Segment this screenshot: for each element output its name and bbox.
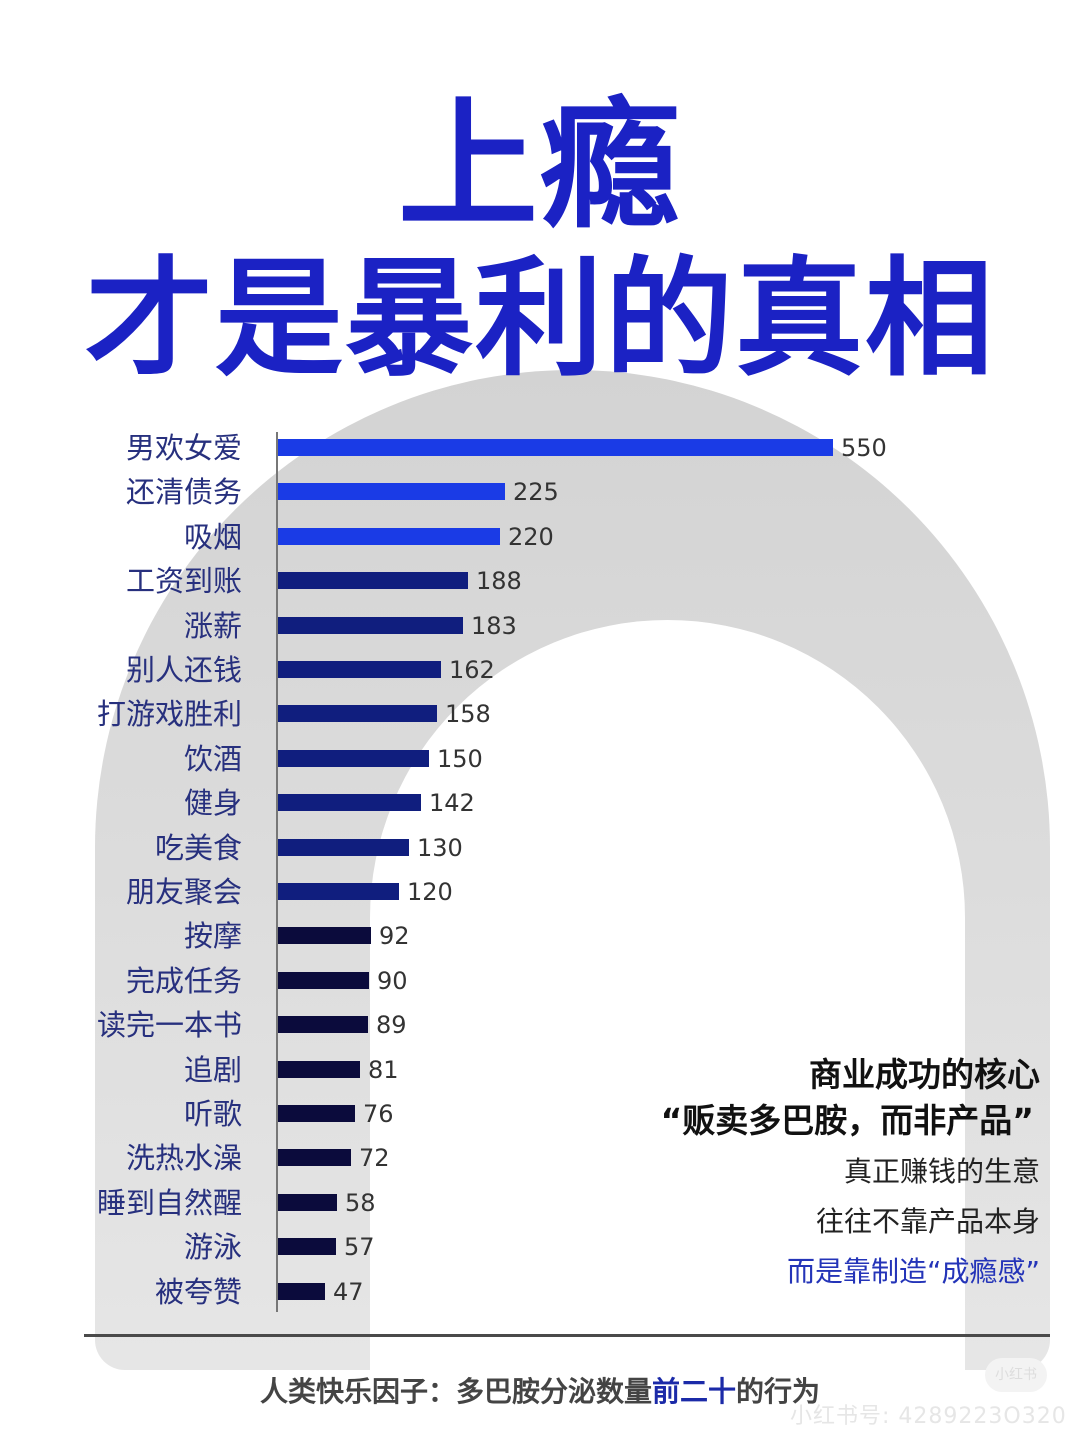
side-heading: 商业成功的核心 bbox=[809, 1055, 1040, 1094]
side-line-3: 而是靠制造“成瘾感” bbox=[786, 1255, 1040, 1288]
value-label: 220 bbox=[508, 522, 554, 551]
category-label: 洗热水澡 bbox=[125, 1141, 242, 1176]
category-label: 睡到自然醒 bbox=[96, 1185, 242, 1220]
bar bbox=[278, 1282, 325, 1300]
bar-row: 游泳 57 bbox=[0, 1227, 1080, 1267]
arch-cutout bbox=[370, 620, 965, 1420]
divider-line bbox=[84, 1334, 1050, 1337]
bar-row: 按摩 92 bbox=[0, 916, 1080, 956]
bar bbox=[278, 705, 437, 723]
bar-row: 健身 142 bbox=[0, 783, 1080, 823]
category-label: 读完一本书 bbox=[96, 1008, 242, 1043]
category-label: 还清债务 bbox=[125, 475, 242, 510]
category-label: 完成任务 bbox=[125, 963, 242, 998]
xiaohongshu-badge: 小红书 bbox=[985, 1358, 1047, 1392]
bar-row: 朋友聚会 120 bbox=[0, 872, 1080, 912]
value-label: 57 bbox=[344, 1233, 375, 1262]
caption-suffix: 的行为 bbox=[736, 1375, 821, 1408]
category-label: 别人还钱 bbox=[125, 653, 242, 687]
bar bbox=[278, 1193, 337, 1211]
side-quote: “贩卖多巴胺，而非产品” bbox=[660, 1101, 1034, 1140]
bar-row: 洗热水澡 72 bbox=[0, 1138, 1080, 1178]
value-label: 142 bbox=[429, 789, 475, 818]
bar bbox=[278, 838, 409, 856]
value-label: 225 bbox=[513, 478, 559, 507]
value-label: 90 bbox=[377, 966, 408, 995]
bar-row: 听歌 76 bbox=[0, 1094, 1080, 1134]
bar-row: 追剧 81 bbox=[0, 1050, 1080, 1090]
bar bbox=[278, 794, 421, 812]
category-label: 朋友聚会 bbox=[125, 875, 242, 909]
category-label: 饮酒 bbox=[183, 741, 242, 776]
category-label: 游泳 bbox=[183, 1230, 242, 1265]
watermark-text: 小红书号: 4289223O320 bbox=[790, 1404, 1067, 1429]
bar-row: 读完一本书 89 bbox=[0, 1005, 1080, 1045]
bar-row: 吃美食 130 bbox=[0, 828, 1080, 868]
bar bbox=[278, 883, 399, 900]
bar bbox=[278, 927, 371, 945]
bar bbox=[278, 1238, 336, 1256]
bar-row: 被夸赞 47 bbox=[0, 1272, 1080, 1312]
value-label: 47 bbox=[333, 1277, 364, 1306]
bar bbox=[278, 1016, 368, 1034]
value-label: 89 bbox=[376, 1011, 407, 1040]
value-label: 158 bbox=[445, 700, 491, 729]
bar-row: 完成任务 90 bbox=[0, 961, 1080, 1001]
category-label: 工资到账 bbox=[125, 564, 242, 599]
bar-row: 涨薪 183 bbox=[0, 606, 1080, 646]
category-label: 打游戏胜利 bbox=[96, 697, 242, 732]
bar bbox=[278, 1105, 355, 1122]
title-line-2: 才是暴利的真相 bbox=[84, 245, 995, 394]
bar bbox=[278, 1060, 360, 1078]
bar-row: 饮酒 150 bbox=[0, 739, 1080, 779]
bar bbox=[278, 527, 500, 545]
bar bbox=[278, 661, 441, 678]
bar bbox=[278, 572, 468, 590]
bar-row: 还清债务 225 bbox=[0, 472, 1080, 512]
bar bbox=[278, 439, 833, 456]
caption-prefix: 人类快乐因子：多巴胺分泌数量 bbox=[259, 1375, 652, 1408]
category-label: 吃美食 bbox=[154, 830, 242, 865]
bar-row: 吸烟 220 bbox=[0, 517, 1080, 557]
value-label: 188 bbox=[476, 567, 522, 596]
side-line-1: 真正赚钱的生意 bbox=[843, 1155, 1040, 1188]
value-label: 81 bbox=[368, 1055, 399, 1084]
bar bbox=[278, 1149, 351, 1167]
value-label: 150 bbox=[437, 744, 483, 773]
value-label: 183 bbox=[471, 611, 517, 640]
bar bbox=[278, 483, 505, 501]
caption-highlight: 前二十 bbox=[651, 1375, 736, 1408]
category-label: 健身 bbox=[183, 786, 242, 821]
title-line-1: 上瘾 bbox=[397, 85, 682, 248]
value-label: 58 bbox=[345, 1188, 376, 1217]
value-label: 130 bbox=[417, 833, 463, 862]
bar-row: 男欢女爱 550 bbox=[0, 428, 1080, 468]
bar bbox=[278, 971, 369, 989]
category-label: 男欢女爱 bbox=[125, 431, 242, 465]
category-label: 听歌 bbox=[183, 1097, 242, 1131]
side-line-2: 往往不靠产品本身 bbox=[815, 1205, 1040, 1238]
category-label: 吸烟 bbox=[183, 519, 242, 554]
value-label: 162 bbox=[449, 656, 495, 684]
bar-row: 睡到自然醒 58 bbox=[0, 1183, 1080, 1223]
category-label: 被夸赞 bbox=[154, 1274, 242, 1309]
category-label: 按摩 bbox=[183, 919, 242, 954]
value-label: 76 bbox=[363, 1100, 394, 1128]
y-axis-line bbox=[276, 432, 278, 1312]
category-label: 涨薪 bbox=[183, 608, 242, 643]
bar bbox=[278, 749, 429, 767]
bar-row: 打游戏胜利 158 bbox=[0, 694, 1080, 734]
category-label: 追剧 bbox=[183, 1052, 242, 1087]
chart-caption: 人类快乐因子：多巴胺分泌数量前二十的行为 bbox=[0, 1370, 1080, 1410]
bar-row: 别人还钱 162 bbox=[0, 650, 1080, 690]
bar bbox=[278, 616, 463, 634]
value-label: 92 bbox=[379, 922, 410, 951]
bar-row: 工资到账 188 bbox=[0, 561, 1080, 601]
value-label: 72 bbox=[359, 1144, 390, 1173]
value-label: 550 bbox=[841, 434, 887, 462]
value-label: 120 bbox=[407, 878, 453, 906]
